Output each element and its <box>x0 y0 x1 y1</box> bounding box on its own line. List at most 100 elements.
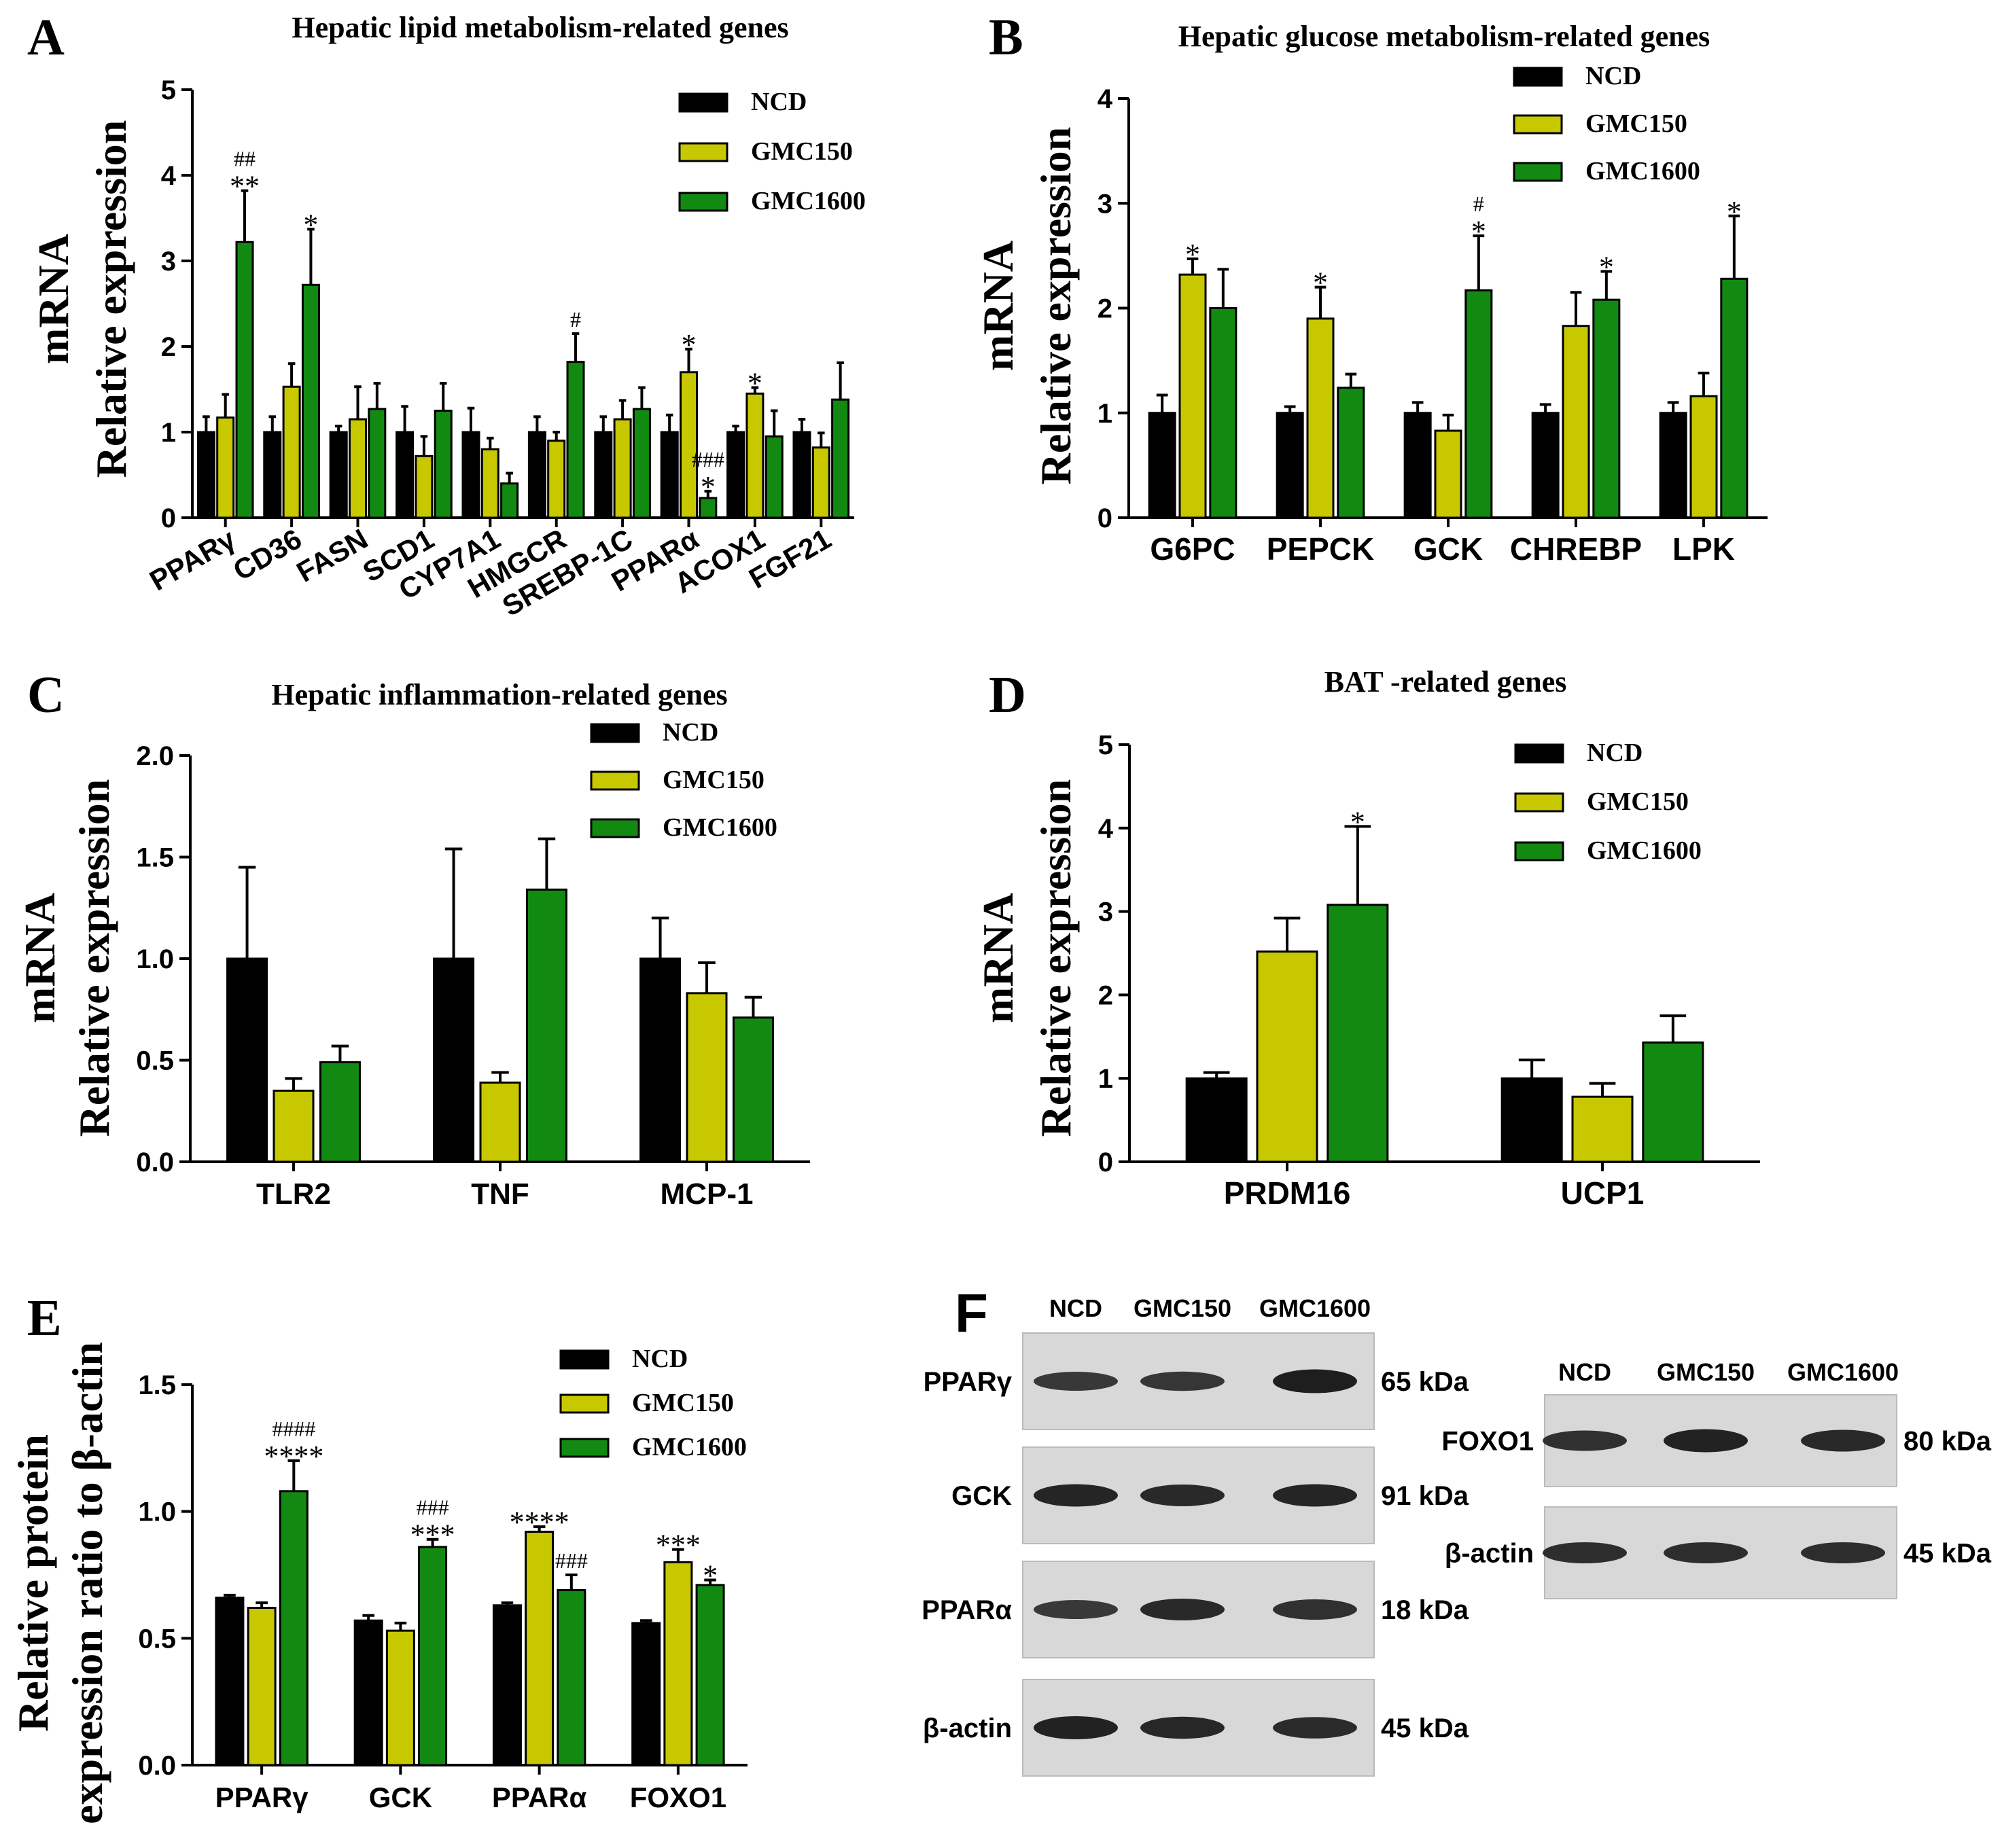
significance-mark: ** <box>230 170 260 203</box>
y-tick-label: 3 <box>161 247 176 277</box>
bar <box>1148 412 1176 519</box>
bar <box>686 992 728 1163</box>
bar <box>1531 412 1560 519</box>
bar <box>329 431 348 519</box>
legend-swatch <box>678 142 728 162</box>
x-tick-label: PPARγ <box>144 522 241 597</box>
panel-letter: C <box>27 667 65 724</box>
bar <box>301 283 320 519</box>
y-tick-label: 1.5 <box>138 1370 176 1400</box>
panel-letter: A <box>27 9 65 66</box>
bar <box>1337 387 1365 519</box>
y-tick-label: 2 <box>1097 294 1112 324</box>
significance-mark: #### <box>272 1417 315 1441</box>
y-tick-label: 4 <box>1097 84 1113 114</box>
bar <box>1403 412 1432 519</box>
x-tick-label: LPK <box>1672 531 1735 567</box>
significance-mark: * <box>1185 238 1200 271</box>
y-tick-label: 4 <box>1098 814 1114 844</box>
bar <box>732 1016 774 1163</box>
legend-swatch <box>1513 114 1563 135</box>
bar <box>680 371 698 519</box>
bar <box>594 431 613 519</box>
legend-label: GMC1600 <box>751 187 866 215</box>
protein-band <box>1140 1485 1225 1506</box>
legend-swatch <box>1513 67 1563 87</box>
legend-swatch <box>559 1393 610 1414</box>
bar <box>418 1546 448 1766</box>
y-tick-label: 1.0 <box>138 1497 176 1527</box>
bar <box>557 1588 586 1766</box>
protein-label: β-actin <box>1445 1539 1534 1569</box>
lane-label: GMC150 <box>1134 1294 1231 1322</box>
molecular-weight-label: 45 kDa <box>1381 1713 1469 1743</box>
protein-band <box>1034 1372 1118 1391</box>
significance-mark: *** <box>410 1518 455 1552</box>
bar <box>263 431 282 519</box>
protein-band <box>1273 1599 1357 1620</box>
significance-mark: **** <box>510 1506 569 1539</box>
bar <box>1178 273 1207 519</box>
protein-label: PPARα <box>921 1595 1012 1625</box>
significance-mark: ### <box>692 447 724 472</box>
bar <box>319 1061 361 1163</box>
y-tick-label: 0.0 <box>136 1148 174 1177</box>
y-tick-label: 0.0 <box>138 1751 176 1781</box>
x-tick-label: G6PC <box>1150 531 1235 567</box>
significance-mark: ## <box>234 147 256 171</box>
legend-label: GMC150 <box>751 137 853 166</box>
legend-label: GMC1600 <box>632 1433 747 1461</box>
x-tick-label: GCK <box>1413 531 1483 567</box>
bar <box>527 431 546 519</box>
y-tick-label: 5 <box>1098 730 1113 760</box>
chart-title: Hepatic lipid metabolism-related genes <box>292 11 788 44</box>
molecular-weight-label: 65 kDa <box>1381 1367 1469 1397</box>
bar <box>396 431 415 519</box>
bar <box>1276 412 1304 519</box>
protein-label: FOXO1 <box>1441 1427 1534 1457</box>
protein-band <box>1140 1371 1225 1391</box>
bar <box>349 418 367 519</box>
legend-swatch <box>1514 841 1564 861</box>
molecular-weight-label: 91 kDa <box>1381 1481 1469 1511</box>
legend-label: NCD <box>1585 62 1641 90</box>
significance-mark: * <box>1599 251 1614 284</box>
protein-band <box>1664 1429 1748 1453</box>
y-tick-label: 4 <box>161 161 177 191</box>
significance-mark: * <box>1313 266 1328 300</box>
protein-band <box>1801 1429 1885 1452</box>
legend-label: GMC150 <box>1585 109 1687 138</box>
protein-band <box>1801 1542 1885 1563</box>
western-blot-left: NCD GMC150 GMC1600 PPARγ 65 kDa GCK 91 kDa PPAR… <box>921 1294 1469 1777</box>
bar <box>663 1561 693 1766</box>
y-tick-label: 1 <box>1097 399 1112 429</box>
bar <box>1306 317 1335 519</box>
bar <box>632 408 651 519</box>
protein-band <box>1273 1484 1357 1507</box>
protein-label: GCK <box>951 1481 1012 1511</box>
bar <box>1592 298 1621 519</box>
panel-c: C Hepatic inflammation-related genes mRNA R… <box>16 667 810 1211</box>
lane-label: GMC150 <box>1657 1358 1755 1386</box>
legend-label: NCD <box>1587 739 1643 767</box>
significance-mark: **** <box>264 1440 323 1473</box>
bar <box>385 1629 415 1766</box>
bar <box>480 448 499 519</box>
panel-letter: B <box>989 9 1023 66</box>
bar <box>226 957 268 1163</box>
bar <box>434 410 453 519</box>
bar <box>631 1622 661 1766</box>
chart-title: Hepatic inflammation-related genes <box>271 678 727 711</box>
bar <box>1571 1095 1634 1163</box>
bar <box>215 1597 245 1766</box>
bar <box>765 435 784 519</box>
legend-label: GMC150 <box>663 766 765 794</box>
bar <box>566 361 585 519</box>
y-tick-label: 5 <box>161 75 176 105</box>
bar <box>282 385 301 519</box>
panel-b: B Hepatic glucose metabolism-related gene… <box>974 9 1768 567</box>
bar <box>660 431 679 519</box>
y-tick-label: 3 <box>1098 898 1113 927</box>
significance-mark: * <box>703 1559 718 1592</box>
legend-swatch <box>678 92 728 113</box>
